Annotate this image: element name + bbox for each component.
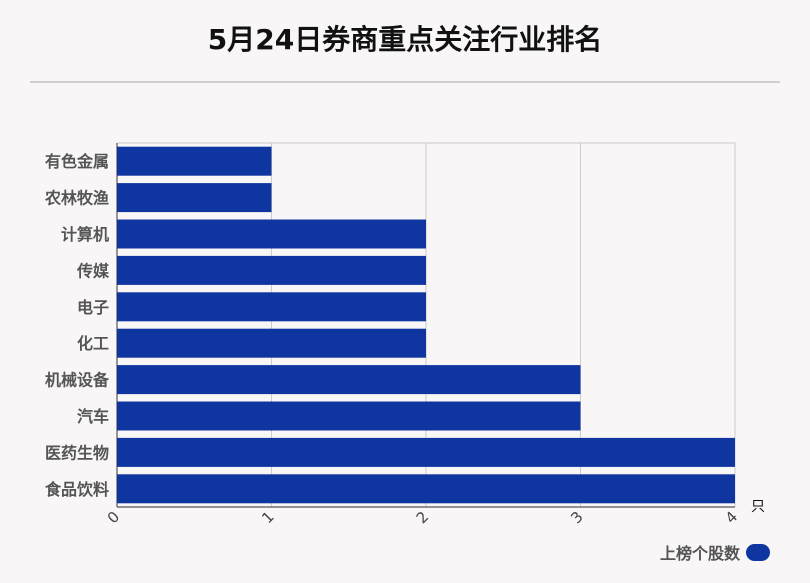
bar[interactable] — [117, 255, 426, 285]
y-tick-label: 农林牧渔 — [44, 189, 109, 208]
y-tick-label: 化工 — [77, 334, 109, 353]
title-divider — [30, 81, 780, 83]
y-tick-label: 汽车 — [77, 407, 109, 426]
x-axis-labels: 0 1 2 3 4 — [104, 508, 741, 527]
bar[interactable] — [117, 219, 426, 249]
y-tick-label: 医药生物 — [45, 443, 109, 462]
x-tick-label: 1 — [258, 508, 277, 527]
bar[interactable] — [117, 365, 581, 395]
bar[interactable] — [117, 328, 426, 358]
x-tick-label: 4 — [722, 508, 741, 527]
bar[interactable] — [117, 292, 426, 322]
y-tick-label: 电子 — [77, 298, 109, 317]
x-tick-label: 3 — [567, 508, 586, 527]
legend-swatch[interactable] — [746, 543, 770, 561]
bar[interactable] — [117, 474, 735, 504]
bar[interactable] — [117, 183, 272, 213]
y-tick-label: 传媒 — [76, 261, 110, 280]
y-tick-label: 机械设备 — [45, 371, 110, 390]
y-tick-label: 有色金属 — [45, 152, 109, 171]
y-tick-label: 计算机 — [61, 225, 109, 244]
legend[interactable]: 上榜个股数 — [660, 540, 770, 564]
bar-layer — [117, 146, 735, 504]
legend-label: 上榜个股数 — [659, 544, 740, 563]
x-axis-unit: 只 — [751, 499, 765, 515]
bar[interactable] — [117, 401, 581, 431]
chart-title: 5月24日券商重点关注行业排名 — [207, 23, 603, 56]
x-tick-label: 0 — [104, 508, 123, 527]
x-tick-label: 2 — [413, 508, 432, 527]
bar[interactable] — [117, 437, 735, 467]
y-tick-label: 食品饮料 — [44, 480, 109, 499]
bar[interactable] — [117, 146, 272, 176]
